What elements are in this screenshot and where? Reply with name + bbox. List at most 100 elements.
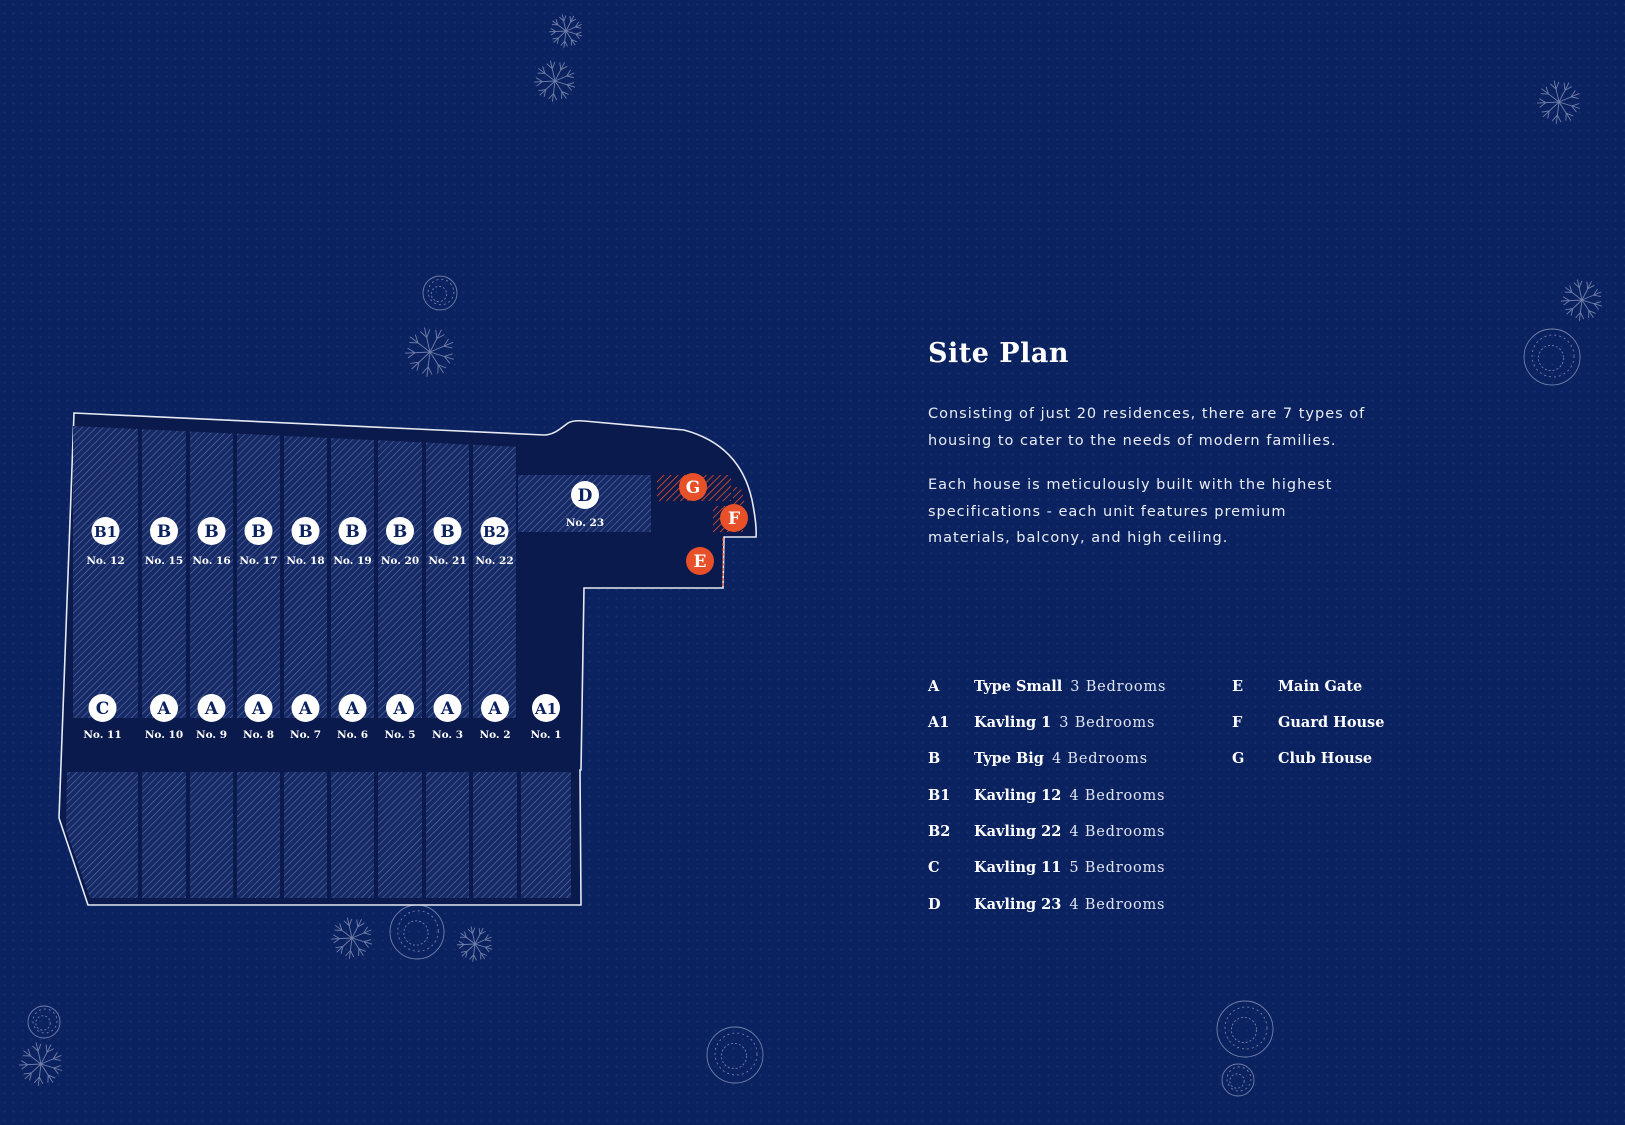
legend-type: Kavling 11	[974, 859, 1062, 876]
legend-key: C	[928, 859, 940, 876]
intro-paragraph: Consisting of just 20 residences, there …	[928, 406, 1366, 449]
legend-bedrooms: 4 Bedrooms	[1069, 788, 1166, 804]
legend-bedrooms: 3 Bedrooms	[1059, 715, 1156, 731]
lot-marker-a-label: A	[392, 699, 407, 719]
lot-marker-a[interactable]: A	[291, 694, 320, 722]
lot-no-7[interactable]	[284, 772, 327, 898]
pine-tree-icon	[456, 926, 493, 962]
lot-no-10[interactable]	[142, 772, 186, 898]
lot-no-6[interactable]	[331, 772, 374, 898]
legend-name: Main Gate	[1278, 678, 1363, 695]
lot-marker-b2[interactable]: B2	[480, 517, 509, 545]
lot-marker-a[interactable]: A	[481, 694, 509, 722]
lot-no-5[interactable]	[378, 772, 422, 898]
round-tree-icon	[1216, 1000, 1274, 1058]
lot-marker-b[interactable]: B	[197, 517, 226, 545]
guard-house-marker[interactable]: F	[720, 504, 748, 532]
tree-decorations	[19, 14, 1603, 1097]
lot-no-3[interactable]	[426, 772, 469, 898]
legend-type: Type Small	[974, 678, 1063, 695]
lot-number: No. 15	[145, 555, 183, 567]
guard-house-marker-label: F	[728, 509, 740, 529]
round-tree-icon	[389, 904, 445, 960]
pine-tree-icon	[534, 60, 576, 102]
page-title: Site Plan	[928, 338, 1069, 369]
lot-number: No. 16	[192, 555, 230, 567]
lot-marker-a[interactable]: A	[386, 694, 414, 722]
lot-marker-a-circle	[150, 694, 178, 722]
lot-marker-b[interactable]: B	[433, 517, 462, 545]
lot-number: No. 2	[479, 729, 510, 741]
legend-key: E	[1232, 678, 1244, 695]
lot-number: No. 18	[286, 555, 324, 567]
lot-no-18[interactable]	[284, 435, 327, 718]
lot-marker-b1[interactable]: B1	[91, 517, 120, 545]
lot-no-22[interactable]	[473, 444, 516, 718]
lot-marker-b[interactable]: B	[291, 517, 320, 545]
lot-no-11[interactable]	[66, 772, 138, 898]
lot-no-17[interactable]	[237, 433, 280, 718]
lot-no-20[interactable]	[378, 440, 422, 718]
lot-no-12[interactable]	[73, 425, 138, 718]
legend-name: Guard House	[1278, 714, 1385, 731]
legend-name: Kavling 23 4 Bedrooms	[974, 896, 1165, 913]
club-house-marker-circle	[679, 473, 707, 501]
lot-number: No. 21	[428, 555, 466, 567]
lot-marker-b-circle	[291, 517, 320, 545]
club-house-marker[interactable]: G	[679, 473, 707, 501]
lot-number: No. 17	[239, 555, 277, 567]
legend-key: A1	[928, 714, 950, 731]
lot-number: No. 22	[475, 555, 513, 567]
lot-marker-a[interactable]: A	[244, 694, 273, 722]
lot-marker-b[interactable]: B	[150, 517, 178, 545]
lot-marker-b[interactable]: B	[386, 517, 414, 545]
round-tree-icon	[1221, 1063, 1255, 1097]
main-gate-marker-circle	[686, 547, 714, 575]
lot-marker-c[interactable]: C	[88, 694, 117, 722]
lot-no-8[interactable]	[237, 772, 280, 898]
lot-number: No. 8	[243, 729, 274, 741]
lot-no-21[interactable]	[426, 442, 469, 718]
pine-tree-icon	[19, 1042, 63, 1086]
lot-number: No. 9	[196, 729, 227, 741]
legend-key: B1	[928, 787, 951, 804]
lot-marker-a-circle	[338, 694, 367, 722]
lot-marker-a-circle	[244, 694, 273, 722]
lot-marker-d-circle	[571, 481, 599, 509]
lot-marker-d-label: D	[578, 486, 593, 506]
pine-tree-icon	[405, 327, 455, 377]
lot-number: No. 1	[530, 729, 561, 741]
lot-marker-b[interactable]: B	[338, 517, 367, 545]
lot-no-16[interactable]	[190, 431, 233, 718]
lot-no-19[interactable]	[331, 438, 374, 718]
lot-no-15[interactable]	[142, 429, 186, 718]
lot-no-9[interactable]	[190, 772, 233, 898]
legend-key: F	[1232, 714, 1243, 731]
legend-bedrooms: 4 Bedrooms	[1069, 824, 1166, 840]
lot-no-2[interactable]	[473, 772, 517, 898]
lot-marker-a-label: A	[298, 699, 313, 719]
lot-marker-a[interactable]: A	[433, 694, 462, 722]
lot-number: No. 5	[384, 729, 415, 741]
lot-marker-a1-circle	[532, 694, 560, 722]
legend-bedrooms: 5 Bedrooms	[1069, 860, 1166, 876]
lot-marker-a[interactable]: A	[338, 694, 367, 722]
legend-name: Type Small 3 Bedrooms	[974, 678, 1166, 695]
lot-marker-a[interactable]: A	[150, 694, 178, 722]
lot-marker-b[interactable]: B	[244, 517, 273, 545]
lot-marker-a-circle	[481, 694, 509, 722]
legend-name: Kavling 11 5 Bedrooms	[974, 859, 1165, 876]
lot-no-1[interactable]	[521, 772, 571, 898]
lot-marker-d[interactable]: D	[571, 481, 599, 509]
legend-name: Kavling 12 4 Bedrooms	[974, 787, 1165, 804]
lot-number: No. 7	[290, 729, 321, 741]
main-gate-marker[interactable]: E	[686, 547, 714, 575]
lot-marker-a[interactable]: A	[197, 694, 226, 722]
lot-marker-b-circle	[433, 517, 462, 545]
lot-marker-a1[interactable]: A1	[532, 694, 560, 722]
lot-number: No. 12	[86, 555, 124, 567]
legend-name: Type Big 4 Bedrooms	[974, 750, 1148, 767]
lot-number: No. 23	[566, 517, 604, 529]
lot-marker-c-label: C	[96, 699, 110, 719]
